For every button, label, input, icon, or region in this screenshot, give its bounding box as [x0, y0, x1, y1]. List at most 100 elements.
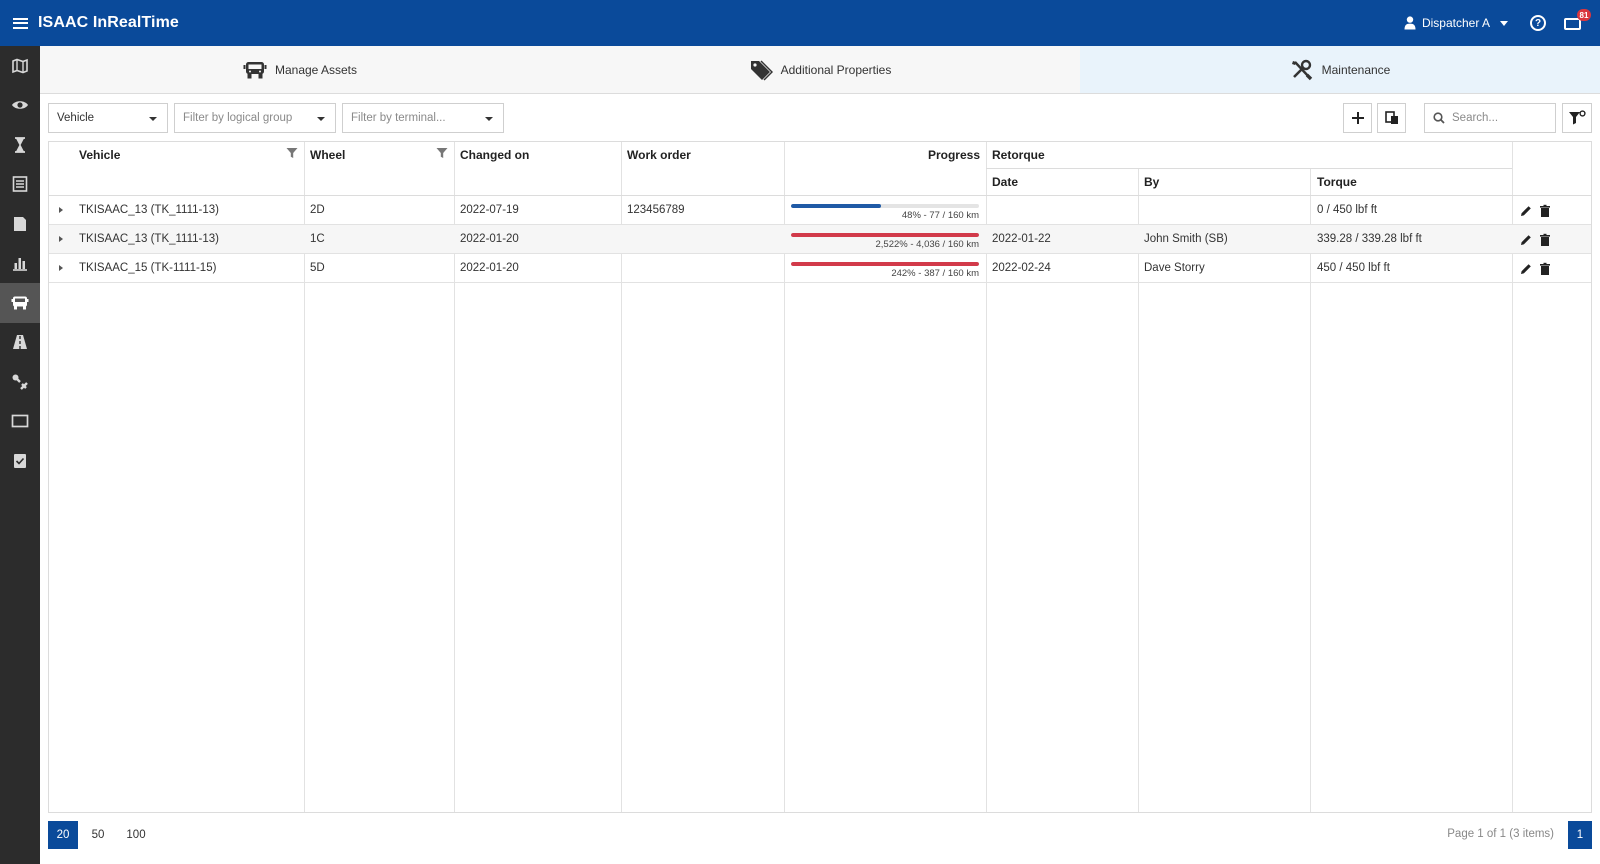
- expand-row-icon[interactable]: [59, 236, 63, 242]
- sidebar-item-assets[interactable]: [0, 283, 40, 323]
- menu-icon[interactable]: [0, 0, 40, 46]
- grid-toolbar: Vehicle Filter by logical group Filter b…: [48, 103, 1592, 133]
- terminal-filter[interactable]: Filter by terminal...: [342, 103, 504, 133]
- column-header-work-order[interactable]: Work order: [627, 148, 691, 162]
- edit-icon[interactable]: [1519, 262, 1533, 276]
- page-number-1[interactable]: 1: [1568, 821, 1592, 849]
- bar-chart-icon: [13, 258, 27, 272]
- sidebar-item-reports[interactable]: [0, 244, 40, 284]
- table-row[interactable]: TKISAAC_13 (TK_1111-13) 2D 2022-07-19 12…: [49, 196, 1591, 225]
- tab-manage-assets[interactable]: Manage Assets: [40, 46, 560, 93]
- column-header-torque[interactable]: Torque: [1317, 175, 1357, 189]
- help-symbol: ?: [1534, 17, 1542, 29]
- edit-icon[interactable]: [1519, 233, 1533, 247]
- column-divider: [1512, 142, 1513, 812]
- header-divider: [49, 195, 1591, 196]
- expand-row-icon[interactable]: [59, 207, 63, 213]
- column-header-vehicle[interactable]: Vehicle: [79, 148, 121, 162]
- filter-icon[interactable]: [436, 147, 448, 159]
- add-button[interactable]: [1343, 103, 1372, 133]
- search-input[interactable]: [1452, 112, 1548, 124]
- pager: 20 50 100 Page 1 of 1 (3 items) 1: [48, 821, 1592, 849]
- topbar-actions: Dispatcher A ? 81: [1404, 0, 1600, 46]
- checklist-icon: [14, 453, 26, 468]
- export-button[interactable]: [1377, 103, 1406, 133]
- search-box: [1424, 103, 1556, 133]
- page-info: Page 1 of 1 (3 items): [1447, 828, 1554, 840]
- table-row[interactable]: TKISAAC_15 (TK-1111-15) 5D 2022-01-20 24…: [49, 254, 1591, 283]
- sidebar-item-history[interactable]: [0, 125, 40, 165]
- delete-icon[interactable]: [1538, 204, 1552, 218]
- cell-wheel: 1C: [310, 233, 325, 245]
- delete-icon[interactable]: [1538, 262, 1552, 276]
- sidebar-item-checklists[interactable]: [0, 441, 40, 481]
- filter-icon[interactable]: [286, 147, 298, 159]
- tags-icon: [750, 59, 773, 81]
- progress-label: 48% - 77 / 160 km: [901, 210, 979, 221]
- sidebar-item-map[interactable]: [0, 46, 40, 86]
- sidebar-item-tools[interactable]: [0, 362, 40, 402]
- asset-type-select[interactable]: Vehicle: [48, 103, 168, 133]
- progress-bar: [791, 204, 979, 208]
- cell-retorque-date: 2022-01-22: [992, 233, 1051, 245]
- header-group-divider: [986, 168, 1512, 169]
- sidebar-item-monitor[interactable]: [0, 86, 40, 126]
- page-size-50[interactable]: 50: [91, 829, 105, 841]
- column-header-by[interactable]: By: [1144, 175, 1160, 189]
- column-divider: [304, 142, 305, 812]
- cell-retorque-by: John Smith (SB): [1144, 233, 1228, 245]
- column-divider: [1138, 169, 1139, 812]
- filter-gear-icon: [1569, 110, 1586, 125]
- chevron-down-icon: [317, 117, 325, 121]
- column-divider: [454, 142, 455, 812]
- truck-icon: [11, 296, 29, 310]
- asset-type-value: Vehicle: [57, 112, 95, 124]
- module-tabs: Manage Assets Additional Properties Main…: [40, 46, 1600, 94]
- tab-maintenance[interactable]: Maintenance: [1080, 46, 1600, 93]
- column-divider: [1310, 169, 1311, 812]
- tab-label: Manage Assets: [274, 62, 358, 77]
- cell-retorque-date: 2022-02-24: [992, 262, 1051, 274]
- cell-work-order: 123456789: [627, 204, 685, 216]
- column-header-progress[interactable]: Progress: [927, 148, 980, 162]
- chevron-down-icon: [149, 117, 157, 121]
- progress-label: 2,522% - 4,036 / 160 km: [875, 239, 979, 250]
- tab-additional-properties[interactable]: Additional Properties: [560, 46, 1080, 93]
- user-menu[interactable]: Dispatcher A: [1404, 16, 1508, 30]
- column-divider: [986, 142, 987, 812]
- page-size-100[interactable]: 100: [126, 829, 146, 841]
- tools-icon: [12, 374, 28, 390]
- chevron-down-icon: [1500, 20, 1508, 26]
- app-title: ISAAC InRealTime: [38, 14, 179, 31]
- map-icon: [12, 58, 28, 74]
- sidebar-item-list[interactable]: [0, 165, 40, 205]
- edit-icon[interactable]: [1519, 204, 1533, 218]
- tab-label: Maintenance: [1321, 62, 1391, 77]
- envelope-icon: [1564, 18, 1581, 30]
- user-name: Dispatcher A: [1421, 16, 1490, 30]
- list-icon: [12, 176, 28, 193]
- sidebar-item-screens[interactable]: [0, 402, 40, 442]
- copy-icon: [1384, 111, 1398, 124]
- page-size-20[interactable]: 20: [48, 821, 78, 849]
- table-row[interactable]: TKISAAC_13 (TK_1111-13) 1C 2022-01-20 2,…: [49, 225, 1591, 254]
- help-icon[interactable]: ?: [1530, 15, 1546, 31]
- logical-group-filter[interactable]: Filter by logical group: [174, 103, 336, 133]
- column-header-date[interactable]: Date: [992, 175, 1019, 189]
- cell-vehicle: TKISAAC_13 (TK_1111-13): [79, 233, 219, 245]
- column-header-changed-on[interactable]: Changed on: [460, 148, 530, 162]
- cell-changed-on: 2022-01-20: [460, 233, 519, 245]
- cell-vehicle: TKISAAC_15 (TK-1111-15): [79, 262, 217, 274]
- cell-torque: 0 / 450 lbf ft: [1317, 204, 1378, 216]
- cell-retorque-by: Dave Storry: [1144, 262, 1205, 274]
- delete-icon[interactable]: [1538, 233, 1552, 247]
- column-header-wheel[interactable]: Wheel: [310, 148, 346, 162]
- sidebar-item-documents[interactable]: [0, 204, 40, 244]
- progress-bar-fill: [791, 262, 979, 266]
- plus-icon: [1351, 112, 1364, 124]
- sidebar-item-routes[interactable]: [0, 323, 40, 363]
- tab-label: Additional Properties: [780, 62, 892, 77]
- filter-settings-button[interactable]: [1562, 103, 1592, 133]
- messages-button[interactable]: 81: [1564, 9, 1591, 31]
- expand-row-icon[interactable]: [59, 265, 63, 271]
